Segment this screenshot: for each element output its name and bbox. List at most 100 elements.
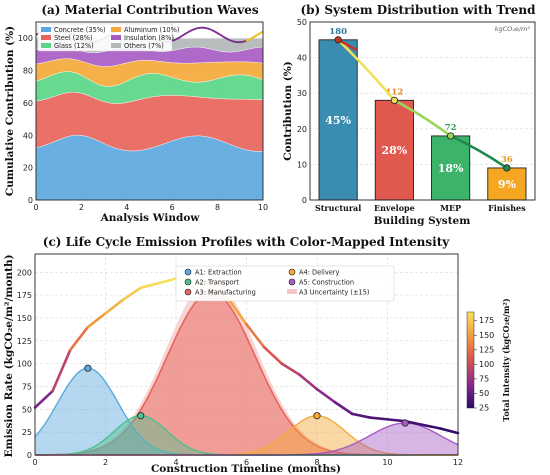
panel-a-xtick-label: 10 — [258, 203, 268, 212]
total-intensity-segment — [86, 312, 107, 329]
legend-label-concrete: Concrete (35%) — [54, 26, 106, 34]
legend-marker-a3 — [184, 288, 192, 296]
panel-a-frame — [35, 21, 264, 201]
peak-marker-a5 — [401, 419, 409, 427]
trend-segment — [336, 38, 396, 102]
peak-marker-a4 — [313, 412, 321, 420]
panel-a-ytick-label: 20 — [23, 164, 33, 173]
legend-entry-others: Others (7%) — [111, 42, 164, 50]
panel-b-ytick-label: 40 — [297, 54, 307, 63]
legend-swatch-others — [111, 43, 121, 48]
panel-c-xtick-label: 4 — [173, 458, 178, 467]
legend-marker-a5 — [288, 278, 296, 286]
legend-swatch-steel — [41, 35, 51, 40]
panel-a-xlabel: Analysis Window — [100, 212, 201, 224]
bar-intensity-label-finishes: 36 — [501, 155, 513, 165]
total-intensity-segment — [421, 423, 442, 430]
panel-b-title: (b) System Distribution with Trend — [300, 3, 536, 17]
legend-marker-a1 — [184, 268, 192, 276]
area-a1 — [35, 368, 458, 455]
total-intensity-segment — [157, 277, 178, 285]
total-intensity-segment — [33, 389, 54, 409]
total-intensity-segment — [51, 348, 72, 393]
panel-c: (c) Life Cycle Emission Profiles with Co… — [3, 235, 511, 475]
legend-entry-concrete: Concrete (35%) — [41, 26, 106, 34]
panel-a-xtick-label: 0 — [33, 203, 38, 212]
panel-b-ticks: Structural Envelope MEP Finishes 0 10 20 30 40 50 — [297, 18, 526, 213]
panel-c-xtick-label: 2 — [103, 458, 108, 467]
trend-point-finishes — [503, 164, 511, 172]
panel-c-ytick-label: 150 — [17, 314, 32, 323]
colorbar-tick-label: 175 — [479, 316, 494, 325]
legend-entry-a3: A3: Manufacturing — [184, 288, 256, 297]
total-intensity-segment — [139, 281, 160, 290]
panel-c-ytick-label: 100 — [17, 360, 32, 369]
legend-label-a2: A2: Transport — [195, 279, 239, 287]
total-intensity-segment — [104, 298, 125, 315]
panel-a-ytick-label: 60 — [23, 99, 33, 108]
total-intensity-segment — [368, 416, 389, 421]
panel-b-trend — [334, 36, 511, 172]
bar-intensity-label-structural: 180 — [329, 27, 347, 37]
panel-c-ytick-label: 200 — [17, 268, 32, 277]
bar-value-label-envelope: 28% — [381, 144, 407, 157]
bar-value-label-structural: 45% — [325, 114, 351, 127]
legend-label-a3: A3: Manufacturing — [195, 289, 256, 297]
total-intensity-segment — [245, 323, 266, 349]
colorbar: 25 50 75 100 125 150 175 Total Intensity (kgCO… — [466, 298, 511, 422]
total-intensity-segment — [68, 325, 90, 352]
panel-b: (b) System Distribution with Trend kgCO₂… — [282, 3, 536, 227]
bar-value-label-finishes: 9% — [498, 178, 517, 191]
panel-c-ytick-label: 125 — [17, 337, 32, 346]
panel-c-title: (c) Life Cycle Emission Profiles with Co… — [43, 235, 450, 249]
panel-a-xtick-label: 8 — [215, 203, 220, 212]
total-intensity-segment — [280, 362, 301, 376]
trend-point-structural — [334, 36, 342, 44]
panel-c-xlabel: Construction Timeline (months) — [151, 463, 341, 475]
peak-marker-a2 — [137, 412, 145, 420]
panel-a-title: (a) Material Contribution Waves — [41, 3, 259, 17]
panel-b-xtick-label: Finishes — [488, 203, 526, 213]
total-intensity-segment — [315, 387, 336, 404]
panel-a: (a) Material Contribution Waves 0 2 4 6 8 100… — [4, 3, 268, 224]
legend-entry-insulation: Insulation (8%) — [111, 34, 174, 42]
overlay-wave-highlight — [245, 30, 264, 42]
total-intensity-segment — [121, 286, 143, 301]
colorbar-tick-label: 150 — [479, 331, 494, 340]
panel-b-xlabel: Building System — [374, 215, 471, 227]
legend-label-steel: Steel (28%) — [54, 34, 93, 42]
panel-b-xtick-label: Structural — [315, 203, 361, 213]
bar-intensity-label-mep: 72 — [445, 123, 457, 133]
panel-b-xtick-label: MEP — [440, 203, 461, 213]
legend-marker-a2 — [184, 278, 192, 286]
legend-swatch-insulation — [111, 35, 121, 40]
total-intensity-segment — [298, 373, 319, 391]
legend-swatch-glass — [41, 43, 51, 48]
panel-b-bars: 45% 180 28% 112 18% 72 9% 36 — [318, 27, 527, 201]
legend-label-a3-uncertainty: A3 Uncertainty (±15) — [299, 289, 369, 297]
panel-a-legend: Concrete (35%) Aluminum (10%) Steel (28%… — [37, 23, 179, 52]
panel-b-xtick-label: Envelope — [374, 203, 415, 213]
panel-c-xtick-label: 0 — [32, 458, 37, 467]
legend-entry-steel: Steel (28%) — [41, 34, 93, 42]
legend-label-a1: A1: Extraction — [195, 269, 242, 277]
legend-entry-a2: A2: Transport — [184, 278, 239, 287]
total-intensity-segment — [386, 418, 407, 423]
legend-label-aluminum: Aluminum (10%) — [124, 26, 179, 34]
panel-b-unit-label: kgCO₂e/m² — [495, 25, 531, 33]
panel-a-xtick-label: 6 — [170, 203, 175, 212]
area-a2 — [35, 415, 458, 455]
panel-a-ytick-label: 100 — [18, 34, 33, 43]
total-intensity-segment — [262, 345, 284, 365]
panel-a-legend-box — [37, 23, 173, 52]
legend-label-insulation: Insulation (8%) — [124, 34, 174, 42]
total-intensity-segment — [227, 298, 248, 326]
trend-point-envelope — [390, 96, 398, 104]
panel-c-ytick-label: 75 — [22, 382, 32, 391]
panel-c-frame — [34, 253, 459, 456]
colorbar-tick-label: 25 — [479, 404, 489, 413]
panel-a-ytick-label: 0 — [28, 196, 33, 205]
panel-c-ticks: 0 2 4 6 8 10 12 0 25 50 75 100 125 150 175 200 — [17, 268, 463, 467]
